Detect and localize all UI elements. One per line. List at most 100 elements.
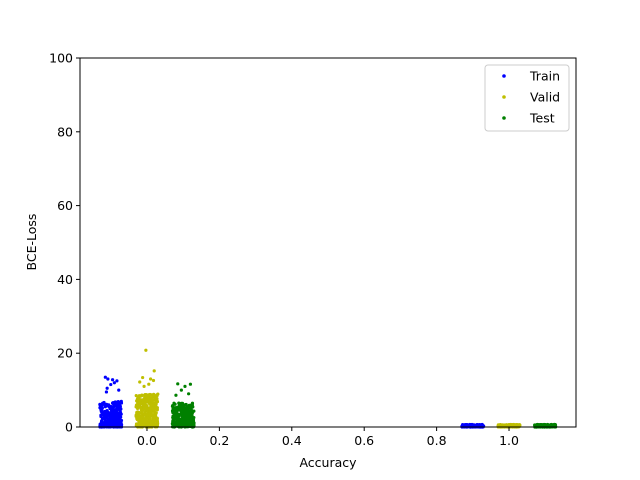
data-point-test — [191, 405, 195, 409]
data-point-train — [106, 377, 110, 381]
x-tick-label: 0.6 — [354, 433, 374, 448]
data-point-test — [179, 388, 183, 392]
data-point-test — [179, 417, 183, 421]
data-point-train — [99, 409, 103, 414]
data-point-valid — [148, 402, 152, 406]
legend-label-train: Train — [529, 69, 560, 84]
legend-label-test: Test — [529, 111, 555, 126]
data-point-test — [187, 392, 191, 396]
data-point-test — [171, 404, 175, 408]
x-tick-label: 0.8 — [427, 433, 447, 448]
data-point-test — [187, 423, 191, 427]
data-point-train — [117, 401, 122, 405]
data-point-valid — [134, 403, 139, 407]
data-point-valid — [145, 413, 150, 418]
data-point-valid — [137, 405, 142, 409]
data-point-train — [111, 405, 116, 409]
data-point-valid — [155, 406, 159, 410]
data-point-valid — [155, 394, 159, 398]
data-point-valid — [148, 423, 152, 427]
data-point-train — [119, 421, 123, 425]
data-point-train — [118, 408, 122, 412]
data-point-train — [109, 382, 113, 387]
data-point-train — [103, 404, 108, 408]
data-point-valid — [140, 408, 145, 412]
data-point-train — [107, 413, 111, 417]
data-point-train — [105, 410, 109, 414]
data-point-valid — [147, 416, 151, 420]
data-point-valid — [153, 398, 157, 402]
x-tick-label: 0.4 — [282, 433, 302, 448]
data-point-train — [101, 401, 105, 405]
data-point-valid — [137, 411, 141, 415]
data-point-train — [111, 408, 116, 413]
y-axis-ticks: 0 20 40 60 80 100 — [49, 51, 80, 435]
data-point-test — [176, 407, 180, 411]
data-point-train — [103, 415, 107, 420]
data-point-valid — [137, 401, 142, 405]
data-point-test — [174, 421, 178, 425]
data-point-test — [171, 416, 176, 420]
data-point-test — [176, 415, 181, 419]
x-axis-label: Accuracy — [299, 455, 357, 470]
data-point-test — [188, 406, 192, 410]
data-point-test — [177, 403, 182, 407]
data-point-train — [112, 381, 116, 385]
data-point-valid — [138, 415, 142, 419]
data-point-test — [183, 412, 187, 416]
data-point-train — [117, 388, 121, 392]
data-point-valid — [147, 382, 151, 386]
data-point-valid — [141, 375, 145, 380]
data-point-test — [188, 412, 192, 416]
data-point-train — [108, 406, 112, 410]
data-point-valid — [145, 394, 149, 398]
data-point-test — [182, 414, 186, 418]
data-point-test — [176, 382, 180, 386]
data-point-valid — [147, 397, 151, 401]
data-point-valid — [149, 393, 154, 397]
data-point-test — [180, 402, 184, 406]
data-point-test — [173, 402, 177, 406]
data-point-train — [114, 402, 118, 406]
legend-label-valid: Valid — [530, 90, 560, 105]
data-point-train — [111, 418, 115, 423]
data-point-test — [174, 416, 179, 421]
data-point-train — [100, 422, 104, 426]
data-point-valid — [144, 420, 148, 424]
data-point-test — [183, 407, 187, 411]
data-point-test — [184, 402, 188, 407]
data-point-train — [110, 413, 114, 417]
data-point-valid — [142, 412, 146, 416]
data-point-train — [105, 386, 109, 390]
data-point-test — [176, 419, 181, 423]
data-point-valid — [135, 418, 140, 422]
axes-frame — [79, 57, 577, 428]
data-point-valid — [138, 380, 142, 384]
data-point-train — [110, 378, 115, 382]
data-point-test — [549, 424, 553, 429]
data-point-valid — [152, 369, 156, 373]
data-point-valid — [151, 378, 156, 383]
x-tick-label: 1.0 — [499, 433, 519, 448]
data-point-train — [115, 379, 119, 383]
data-point-valid — [153, 419, 157, 423]
data-point-test — [184, 423, 188, 427]
data-point-valid — [509, 423, 514, 427]
data-point-test — [192, 409, 196, 413]
data-point-valid — [137, 424, 141, 429]
data-point-test — [185, 416, 189, 421]
data-point-test — [188, 382, 193, 386]
y-tick-label: 40 — [57, 272, 73, 287]
x-tick-label: 0.2 — [209, 433, 229, 448]
data-point-train — [109, 415, 113, 419]
data-point-valid — [149, 396, 154, 400]
data-point-valid — [139, 394, 143, 398]
y-tick-label: 80 — [57, 124, 73, 139]
data-point-test — [174, 393, 178, 397]
data-point-valid — [142, 398, 146, 403]
data-point-train — [114, 421, 119, 425]
data-point-test — [172, 410, 176, 414]
data-point-train — [104, 390, 109, 394]
data-point-valid — [138, 420, 142, 424]
